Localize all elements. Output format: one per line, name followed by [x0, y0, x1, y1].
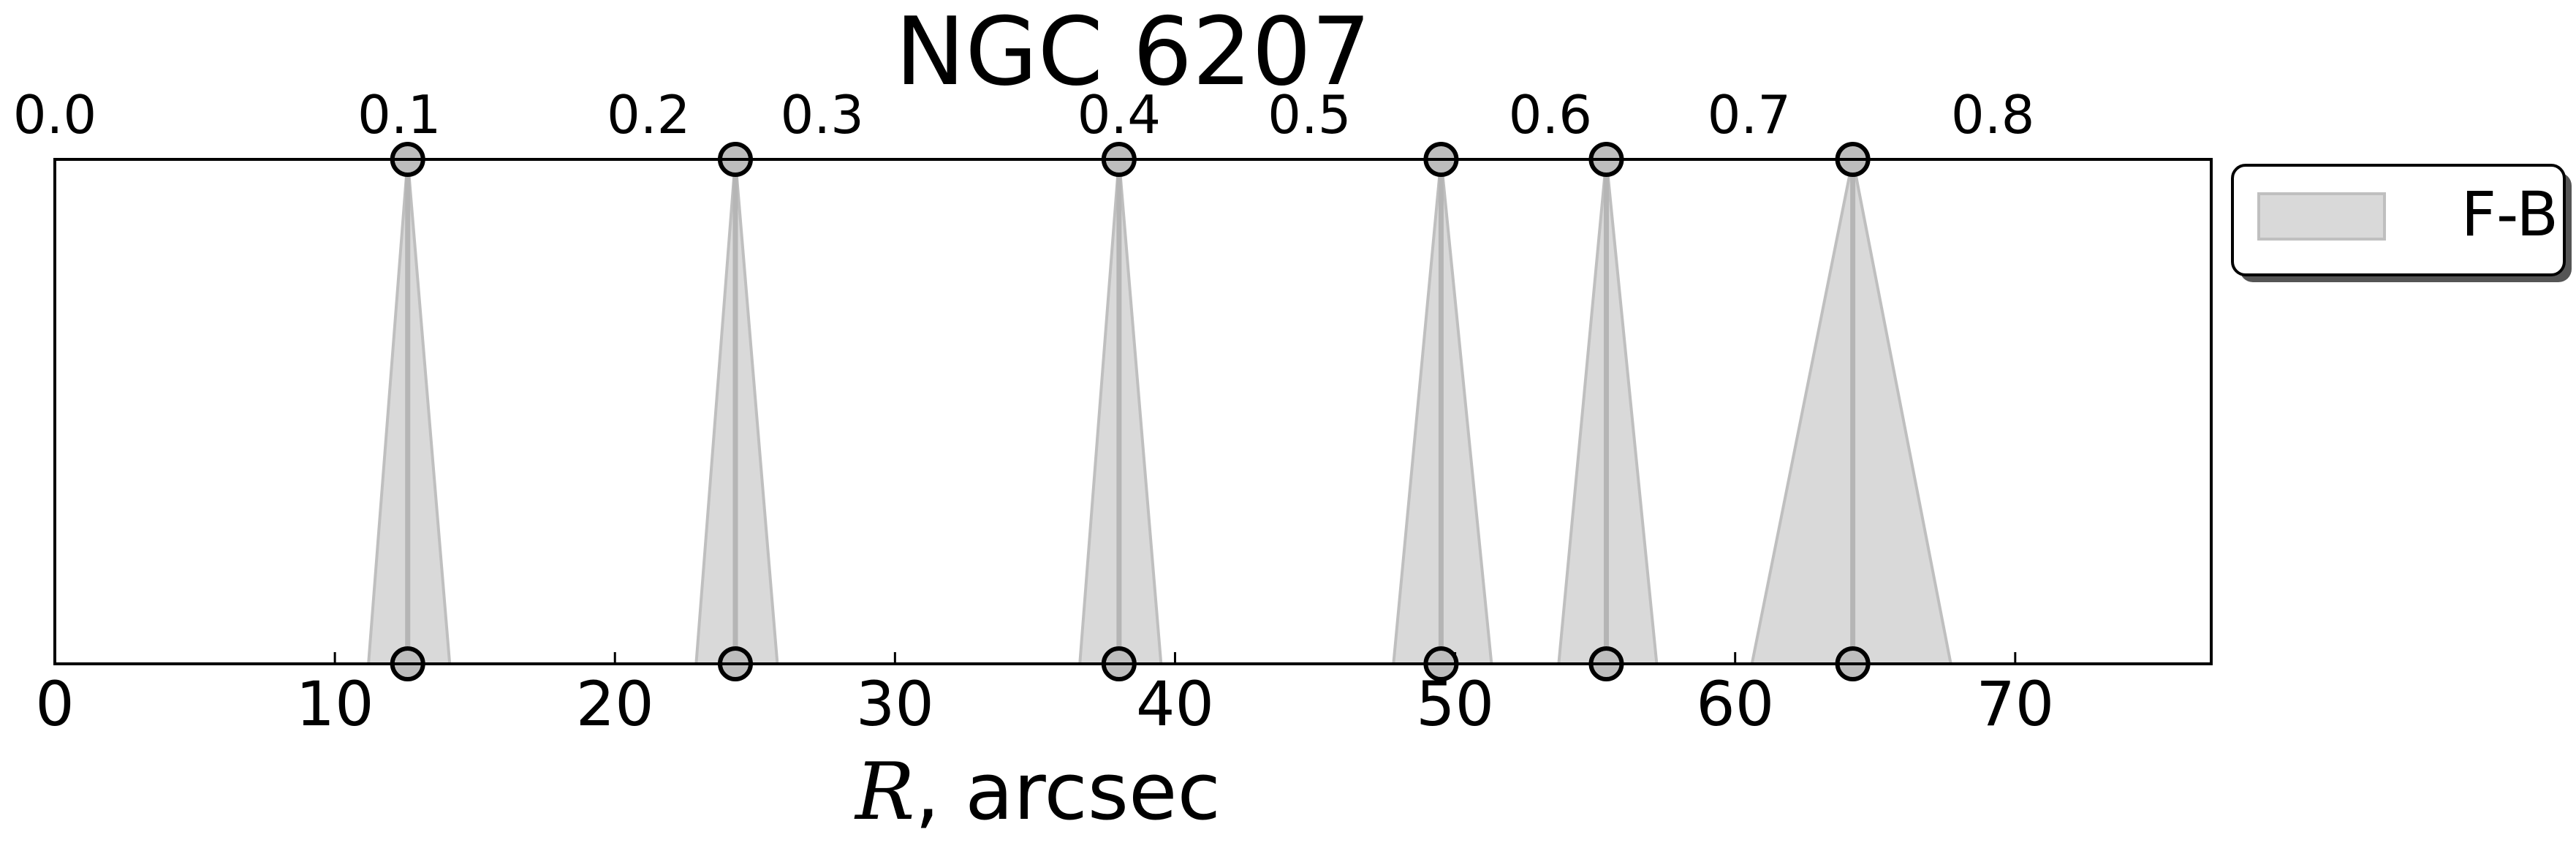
top-tick-label: 0.8 [1951, 84, 2035, 145]
top-tick-label: 0.4 [1077, 84, 1162, 145]
bottom-tick-label: 50 [1416, 668, 1494, 740]
x-axis-label-unit: , arcsec [914, 746, 1220, 838]
bottom-tick-label: 60 [1696, 668, 1774, 740]
top-tick-label: 0.6 [1509, 84, 1593, 145]
x-axis-label: R, arcsec [854, 746, 1221, 838]
bottom-tick-label: 30 [856, 668, 934, 740]
bottom-tick-label: 40 [1136, 668, 1214, 740]
plot-frame [53, 158, 2213, 665]
bottom-axis-ticks [53, 652, 2017, 664]
top-tick-label: 0.3 [780, 84, 864, 145]
series-f-b [366, 142, 1953, 681]
top-tick-label: 0.7 [1708, 84, 1792, 145]
top-tick-label: 0.1 [357, 84, 442, 145]
x-axis-label-variable: R [854, 746, 914, 838]
top-tick-label: 0.2 [607, 84, 691, 145]
top-axis-tick-labels: 0.0 0.1 0.2 0.3 0.4 0.5 0.6 0.7 0.8 [13, 84, 2035, 145]
legend-swatch-f-b [2257, 192, 2386, 241]
bottom-tick-label: 70 [1976, 668, 2054, 740]
bottom-tick-label: 10 [296, 668, 374, 740]
bottom-axis-tick-labels: 0 10 20 30 40 50 60 70 [35, 668, 2054, 740]
chart-title: NGC 6207 [895, 0, 1371, 107]
bottom-tick-label: 0 [35, 668, 74, 740]
top-tick-label: 0.5 [1268, 84, 1352, 145]
top-tick-label: 0.0 [13, 84, 97, 145]
bottom-tick-label: 20 [576, 668, 654, 740]
legend: F-B [2231, 164, 2572, 282]
legend-label-f-b: F-B [2461, 178, 2558, 250]
